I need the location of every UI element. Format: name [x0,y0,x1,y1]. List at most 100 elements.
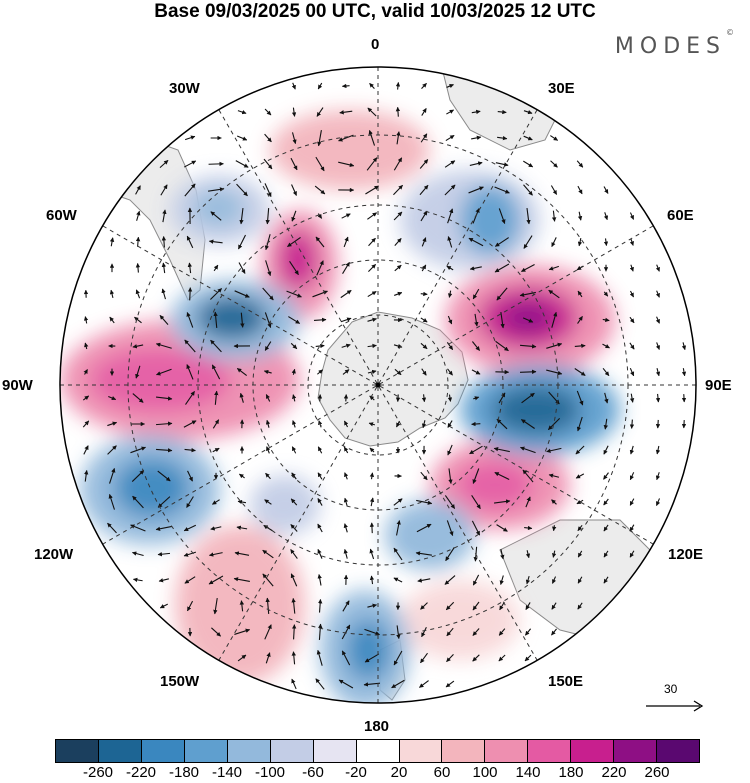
wind-vector [393,577,403,583]
wind-vector [494,471,510,481]
wind-vector [156,448,173,453]
wind-vector [603,524,609,532]
colorbar-swatch [56,740,98,762]
wind-vector [496,418,508,430]
wind-vector [446,520,454,536]
wind-vector [447,394,453,402]
wind-vector [317,369,323,375]
colorbar-ticks: -260 -220 -180 -140 -100 -60 -20 20 60 100 140 180 2… [55,764,700,783]
wind-vector [291,107,297,117]
wind-vector [237,654,247,662]
wind-vector [604,392,609,404]
wind-vector [447,236,453,248]
wind-vector [317,130,322,147]
wind-vector [629,264,634,272]
wind-vector [234,551,250,556]
colorbar-tick-label: 260 [644,764,670,781]
wind-vector [576,499,584,505]
wind-vector [446,653,454,663]
wind-vector [107,445,117,455]
wind-vector [521,392,535,404]
wind-vector [655,290,660,298]
wind-vector [629,419,635,429]
wind-vector [318,623,323,640]
wind-vector [315,678,325,690]
wind-vector [445,134,455,142]
wind-vector [420,291,428,297]
colorbar-tick-label: -260 [82,764,114,781]
wind-vector [602,367,610,377]
wind-vector [446,342,454,350]
colorbar-tick-label: 180 [558,764,584,781]
wind-vector [136,210,141,221]
wind-vector [158,578,169,583]
wind-vector [162,209,167,223]
wind-vector [265,419,271,428]
wind-vector [290,157,298,171]
wind-vector [239,473,245,479]
wind-vector [213,311,218,329]
wind-vector [523,184,533,196]
wind-vector [629,238,634,246]
wind-vector [316,107,324,117]
colorbar-tick-label: 60 [433,764,451,781]
wind-vector [210,526,222,531]
wind-vector [629,316,635,324]
wind-vector [681,342,687,351]
colorbar-swatch [97,740,141,762]
wind-vector [208,552,223,557]
wind-vector [340,317,352,323]
wind-vector [369,548,375,560]
wind-vector [109,316,115,324]
wind-vector [82,420,90,428]
wind-vector [289,261,299,276]
wind-vector [603,291,609,297]
wind-vector [109,237,115,247]
wind-vector [497,135,508,141]
wind-vector [236,367,248,377]
wind-vector [108,493,115,510]
wind-vector [602,317,610,323]
wind-vector [472,628,480,636]
wind-vector [132,393,144,403]
low-140w [250,475,320,535]
wind-vector [499,575,504,585]
wind-vector [369,82,375,90]
wind-vector [367,603,377,608]
wind-vector [420,342,428,350]
wind-vector [469,445,483,455]
wind-vector [315,343,325,349]
wind-vector [341,343,351,348]
wind-vector [493,447,510,453]
wind-vector [655,368,661,377]
wind-vector [161,288,167,300]
wind-vector [211,364,221,380]
wind-vector [208,239,223,244]
wind-vector [239,600,245,612]
wind-vector [210,288,222,300]
wind-vector [629,212,635,220]
wind-vector [519,369,537,375]
colorbar-swatch [398,740,442,762]
wind-vector [551,550,557,558]
wind-vector [262,287,274,301]
high-165e [400,580,520,660]
wind-vector [495,162,509,167]
wind-vector [391,679,405,689]
wind-vector [551,210,557,222]
wind-vector [550,185,558,195]
wind-vector [317,446,323,454]
colorbar-swatch [441,740,485,762]
wind-vector [240,312,245,328]
wind-vector [290,573,298,587]
wind-vector [187,287,193,301]
wind-vector [551,602,557,610]
wind-vector [523,135,533,141]
wind-vector [523,109,533,115]
high-0 [270,110,430,190]
wind-vector [342,261,350,274]
wind-vector [574,343,586,349]
colorbar-tick-label: 100 [472,764,498,781]
wind-vector [393,650,403,666]
wind-vector [548,265,560,271]
